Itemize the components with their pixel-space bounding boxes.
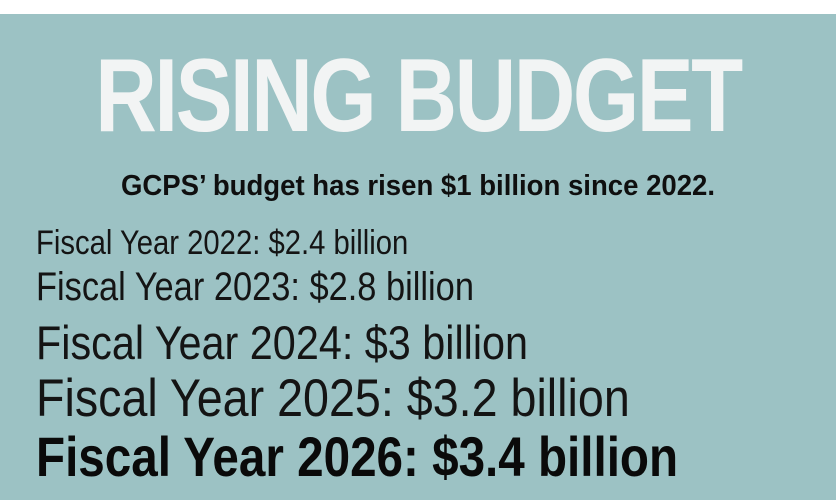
budget-line-fy2025: Fiscal Year 2025: $3.2 billion	[36, 369, 630, 428]
budget-line-fy2023: Fiscal Year 2023: $2.8 billion	[36, 265, 474, 309]
budget-line-fy2024: Fiscal Year 2024: $3 billion	[36, 316, 529, 369]
subheadline: GCPS’ budget has risen $1 billion since …	[120, 170, 716, 202]
headline: RISING BUDGET	[95, 38, 743, 154]
infographic-panel: RISING BUDGET GCPS’ budget has risen $1 …	[0, 14, 836, 500]
budget-line-fy2022: Fiscal Year 2022: $2.4 billion	[36, 224, 409, 262]
budget-line-fy2026: Fiscal Year 2026: $3.4 billion	[36, 425, 679, 488]
